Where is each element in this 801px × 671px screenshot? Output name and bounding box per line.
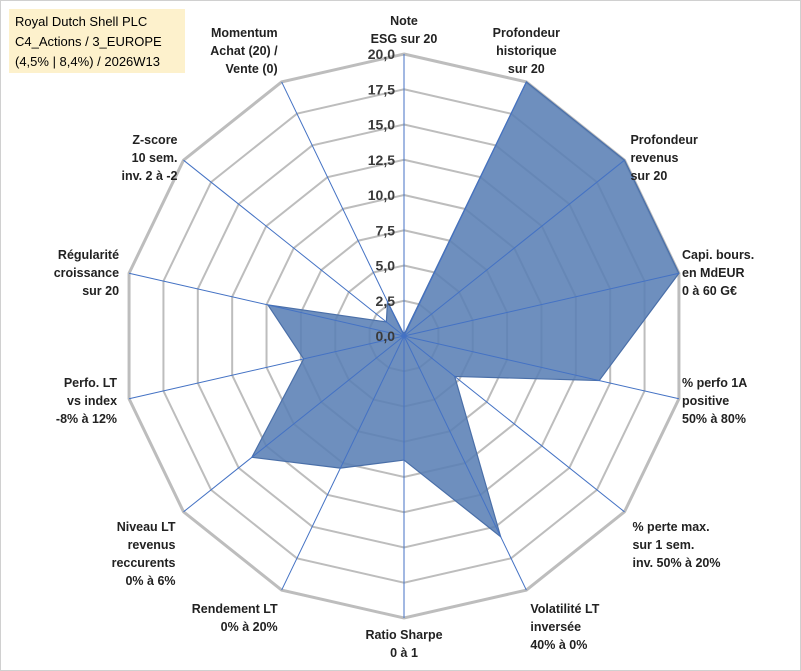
axis-label-5-line-2: inv. 50% à 20% <box>632 556 720 570</box>
axis-label-7-line-0: Ratio Sharpe <box>365 628 442 642</box>
axis-label-5-line-1: sur 1 sem. <box>632 538 694 552</box>
axis-label-6-line-0: Volatilité LT <box>530 602 599 616</box>
spoke-5 <box>403 335 625 513</box>
spoke-3 <box>403 272 680 337</box>
axis-label-1-line-1: historique <box>496 44 556 58</box>
spoke-8 <box>281 335 405 591</box>
axis-label-3-line-2: 0 à 60 G€ <box>682 284 737 298</box>
axis-label-3-line-1: en MdEUR <box>682 266 745 280</box>
tick-label-8: 20,0 <box>368 46 395 62</box>
axis-label-11-line-1: croissance <box>54 266 119 280</box>
title-line-3: (4,5% | 8,4%) / 2026W13 <box>15 54 161 69</box>
spoke-6 <box>403 335 527 591</box>
axis-label-9-line-3: 0% à 6% <box>125 574 175 588</box>
axis-label-9-line-0: Niveau LT <box>117 520 176 534</box>
title-line-1: Royal Dutch Shell PLC <box>15 14 148 29</box>
axis-label-2-line-0: Profondeur <box>630 133 697 147</box>
axis-label-8-line-0: Rendement LT <box>192 602 278 616</box>
axis-label-2-line-2: sur 20 <box>630 169 667 183</box>
axis-label-10-line-1: vs index <box>67 394 117 408</box>
axis-label-0-line-1: ESG sur 20 <box>371 32 438 46</box>
axis-label-9-line-2: reccurents <box>112 556 176 570</box>
axis-label-7-line-1: 0 à 1 <box>390 646 418 660</box>
axis-label-11-line-0: Régularité <box>58 248 119 262</box>
tick-label-6: 15,0 <box>368 117 395 133</box>
axis-label-10-line-0: Perfo. LT <box>64 376 118 390</box>
tick-label-5: 12,5 <box>368 152 395 168</box>
tick-label-3: 7,5 <box>376 222 396 238</box>
axis-label-5-line-0: % perte max. <box>632 520 709 534</box>
axis-label-9-line-1: revenus <box>128 538 176 552</box>
axis-label-3-line-0: Capi. bours. <box>682 248 754 262</box>
spoke-12 <box>183 159 405 337</box>
axis-label-4-line-2: 50% à 80% <box>682 412 746 426</box>
data-area <box>250 80 680 539</box>
tick-label-0: 0,0 <box>376 328 396 344</box>
spoke-9 <box>183 335 405 513</box>
axis-label-0-line-0: Note <box>390 14 418 28</box>
tick-label-2: 5,0 <box>376 258 396 274</box>
spoke-2 <box>403 159 625 337</box>
axis-label-13-line-0: Momentum <box>211 26 278 40</box>
spoke-10 <box>128 335 405 400</box>
title-line-2: C4_Actions / 3_EUROPE <box>15 34 162 49</box>
spoke-11 <box>128 272 405 337</box>
spoke-1 <box>403 81 527 337</box>
axis-label-10-line-2: -8% à 12% <box>56 412 117 426</box>
axis-label-1-line-0: Profondeur <box>493 26 560 40</box>
spoke-13 <box>281 81 405 337</box>
axis-label-12-line-2: inv. 2 à -2 <box>121 169 177 183</box>
tick-label-4: 10,0 <box>368 187 395 203</box>
axis-label-6-line-2: 40% à 0% <box>530 638 587 652</box>
axis-label-4-line-0: % perfo 1A <box>682 376 747 390</box>
axis-label-11-line-2: sur 20 <box>82 284 119 298</box>
axis-label-8-line-1: 0% à 20% <box>221 620 278 634</box>
axis-label-2-line-1: revenus <box>630 151 678 165</box>
axis-label-1-line-2: sur 20 <box>508 62 545 76</box>
spoke-4 <box>403 335 680 400</box>
title-box: Royal Dutch Shell PLC C4_Actions / 3_EUR… <box>9 9 185 73</box>
tick-label-7: 17,5 <box>368 81 395 97</box>
axis-label-6-line-1: inversée <box>530 620 581 634</box>
axis-label-13-line-2: Vente (0) <box>226 62 278 76</box>
axis-label-4-line-1: positive <box>682 394 729 408</box>
axis-label-12-line-1: 10 sem. <box>132 151 178 165</box>
tick-label-1: 2,5 <box>376 293 396 309</box>
axis-label-13-line-1: Achat (20) / <box>210 44 278 58</box>
axis-label-12-line-0: Z-score <box>132 133 177 147</box>
